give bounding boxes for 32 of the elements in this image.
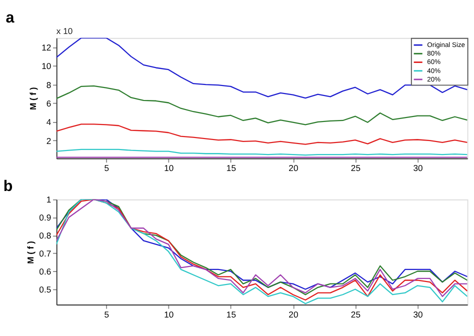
x-tick-label: 10: [164, 309, 174, 320]
chart-title: b: [3, 178, 13, 195]
x-tick-label: 5: [104, 309, 110, 320]
chart-title: a: [6, 10, 15, 27]
x-tick-label: 25: [350, 163, 361, 174]
y-tick-label: 8: [46, 80, 52, 90]
x-tick-label: 15: [226, 163, 236, 174]
y-tick-label: 0.5: [39, 284, 52, 295]
line-series: [56, 85, 468, 126]
text: x 10: [56, 26, 73, 36]
y-tick-label: 0.8: [39, 230, 52, 241]
y-tick-label: 1: [46, 194, 52, 205]
y-tick-label: 0.9: [39, 212, 52, 223]
x-tick-label: 30: [413, 309, 423, 320]
y-tick-label: 0.6: [39, 266, 52, 277]
x-tick-label: 20: [288, 309, 298, 320]
line-series: [56, 38, 468, 99]
x-tick-label: 25: [350, 309, 361, 320]
y-tick-label: 10: [42, 61, 52, 72]
y-tick-label: 2: [46, 136, 52, 146]
y-axis-title: M ( f ): [28, 86, 38, 110]
y-tick-label: 0.7: [39, 248, 52, 259]
x-tick-label: 15: [226, 309, 236, 320]
y-axis-title: M ( f ): [25, 240, 36, 264]
x-tick-label: 20: [288, 163, 298, 174]
y-tick-label: 12: [42, 42, 52, 53]
y-tick-label: 6: [46, 98, 52, 109]
line-series: [56, 124, 468, 145]
y-tick-label: 4: [46, 117, 52, 128]
x-tick-label: 10: [164, 163, 174, 174]
x-tick-label: 5: [104, 163, 110, 174]
x-tick-label: 30: [413, 163, 423, 174]
